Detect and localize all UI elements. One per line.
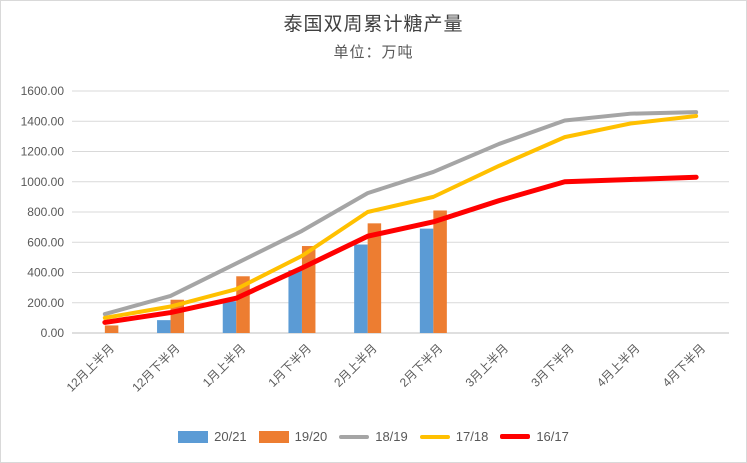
bar-19/20 [236,276,250,333]
x-axis-label: 12月上半月 [64,341,117,394]
bar-19/20 [433,210,447,333]
x-axis-label: 4月下半月 [660,341,709,390]
bar-19/20 [367,223,382,333]
x-axis-label: 3月下半月 [528,341,577,390]
chart-title: 泰国双周累计糖产量 [283,14,464,35]
legend-swatch-bar [258,430,289,443]
y-tick-label: 200.00 [27,296,64,310]
bar-20/21 [222,301,237,333]
x-axis-label: 3月上半月 [463,341,512,390]
bar-19/20 [104,325,119,333]
legend: 20/21 19/20 18/19 17/18 16/17 [1,429,746,444]
bar-19/20 [301,246,316,333]
legend-swatch-bar [178,430,209,443]
x-axis-label: 4月上半月 [594,341,643,390]
bar-20/21 [354,244,368,333]
legend-item-16-17: 16/17 [500,429,569,444]
bar-20/21 [419,228,434,333]
legend-item-19-20: 19/20 [258,429,328,444]
line-16/17 [102,174,699,325]
y-tick-label: 1000.00 [21,175,65,189]
legend-label: 17/18 [455,429,489,444]
x-axis-label: 12月下半月 [129,341,182,394]
x-axis-label: 2月下半月 [397,341,446,390]
legend-swatch-line [339,434,370,439]
legend-label: 19/20 [294,429,328,444]
x-axis-label: 1月下半月 [266,341,315,390]
y-tick-label: 0.00 [41,326,65,340]
legend-label: 18/19 [375,429,408,444]
bar-20/21 [157,320,171,333]
line-18/19 [102,110,699,317]
y-tick-label: 800.00 [27,205,64,219]
x-axis-label: 2月上半月 [331,341,380,390]
y-tick-label: 600.00 [27,235,64,249]
legend-label: 20/21 [214,429,247,444]
x-axis-label: 1月上半月 [200,341,249,390]
y-tick-label: 1200.00 [21,145,65,159]
chart-subtitle: 单位：万吨 [333,44,414,61]
legend-item-18-19: 18/19 [339,429,408,444]
y-tick-label: 1600.00 [21,84,65,98]
legend-swatch-line [419,434,450,439]
legend-label: 16/17 [536,429,569,444]
legend-item-20-21: 20/21 [178,429,247,444]
y-tick-label: 1400.00 [21,114,65,128]
legend-swatch-line [500,434,531,439]
y-tick-label: 400.00 [27,266,64,280]
line-17/18 [102,113,699,320]
bar-20/21 [288,270,302,333]
legend-item-17-18: 17/18 [419,429,489,444]
